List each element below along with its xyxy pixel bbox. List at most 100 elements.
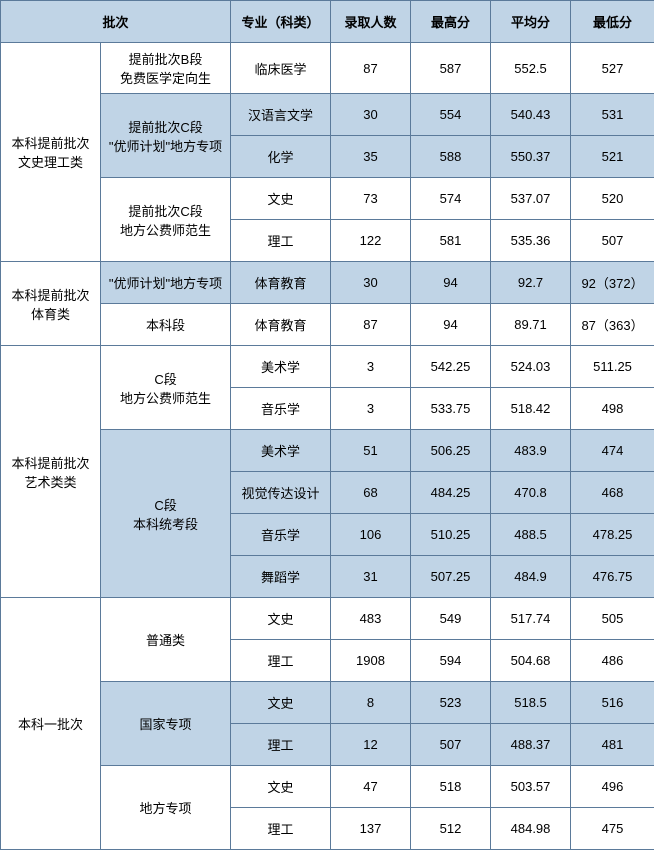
subgroup-cell: 普通类 (101, 598, 231, 682)
group-cell: 本科提前批次文史理工类 (1, 43, 101, 262)
col-max: 最高分 (411, 1, 491, 43)
max-cell: 506.25 (411, 430, 491, 472)
major-cell: 理工 (231, 220, 331, 262)
admitted-cell: 30 (331, 262, 411, 304)
max-cell: 549 (411, 598, 491, 640)
admitted-cell: 1908 (331, 640, 411, 682)
major-cell: 视觉传达设计 (231, 472, 331, 514)
avg-cell: 524.03 (491, 346, 571, 388)
avg-cell: 518.42 (491, 388, 571, 430)
admitted-cell: 8 (331, 682, 411, 724)
avg-cell: 470.8 (491, 472, 571, 514)
max-cell: 542.25 (411, 346, 491, 388)
admitted-cell: 30 (331, 94, 411, 136)
avg-cell: 552.5 (491, 43, 571, 94)
avg-cell: 518.5 (491, 682, 571, 724)
max-cell: 518 (411, 766, 491, 808)
avg-cell: 483.9 (491, 430, 571, 472)
avg-cell: 550.37 (491, 136, 571, 178)
table-row: 本科提前批次体育类"优师计划"地方专项体育教育309492.792（372） (1, 262, 654, 304)
avg-cell: 537.07 (491, 178, 571, 220)
major-cell: 美术学 (231, 430, 331, 472)
subgroup-cell: "优师计划"地方专项 (101, 262, 231, 304)
avg-cell: 535.36 (491, 220, 571, 262)
min-cell: 496 (571, 766, 654, 808)
major-cell: 美术学 (231, 346, 331, 388)
avg-cell: 517.74 (491, 598, 571, 640)
major-cell: 化学 (231, 136, 331, 178)
min-cell: 476.75 (571, 556, 654, 598)
admitted-cell: 35 (331, 136, 411, 178)
admitted-cell: 31 (331, 556, 411, 598)
major-cell: 体育教育 (231, 262, 331, 304)
admitted-cell: 73 (331, 178, 411, 220)
avg-cell: 504.68 (491, 640, 571, 682)
admitted-cell: 87 (331, 304, 411, 346)
min-cell: 475 (571, 808, 654, 850)
admitted-cell: 87 (331, 43, 411, 94)
admitted-cell: 122 (331, 220, 411, 262)
min-cell: 511.25 (571, 346, 654, 388)
col-major: 专业（科类） (231, 1, 331, 43)
admitted-cell: 137 (331, 808, 411, 850)
max-cell: 581 (411, 220, 491, 262)
table-row: 本科提前批次文史理工类提前批次B段免费医学定向生临床医学87587552.552… (1, 43, 654, 94)
avg-cell: 503.57 (491, 766, 571, 808)
group-cell: 本科一批次 (1, 598, 101, 850)
max-cell: 533.75 (411, 388, 491, 430)
subgroup-cell: C段本科统考段 (101, 430, 231, 598)
min-cell: 507 (571, 220, 654, 262)
major-cell: 理工 (231, 808, 331, 850)
major-cell: 文史 (231, 598, 331, 640)
avg-cell: 488.37 (491, 724, 571, 766)
max-cell: 94 (411, 304, 491, 346)
table-header-row: 批次 专业（科类） 录取人数 最高分 平均分 最低分 (1, 1, 654, 43)
max-cell: 484.25 (411, 472, 491, 514)
min-cell: 474 (571, 430, 654, 472)
subgroup-cell: 国家专项 (101, 682, 231, 766)
major-cell: 理工 (231, 724, 331, 766)
min-cell: 531 (571, 94, 654, 136)
min-cell: 521 (571, 136, 654, 178)
admitted-cell: 3 (331, 388, 411, 430)
major-cell: 临床医学 (231, 43, 331, 94)
min-cell: 516 (571, 682, 654, 724)
subgroup-cell: 本科段 (101, 304, 231, 346)
avg-cell: 540.43 (491, 94, 571, 136)
subgroup-cell: 提前批次B段免费医学定向生 (101, 43, 231, 94)
table-row: 本科提前批次艺术类类C段地方公费师范生美术学3542.25524.03511.2… (1, 346, 654, 388)
min-cell: 498 (571, 388, 654, 430)
table-body: 本科提前批次文史理工类提前批次B段免费医学定向生临床医学87587552.552… (1, 43, 654, 850)
col-avg: 平均分 (491, 1, 571, 43)
max-cell: 507.25 (411, 556, 491, 598)
avg-cell: 488.5 (491, 514, 571, 556)
avg-cell: 92.7 (491, 262, 571, 304)
max-cell: 574 (411, 178, 491, 220)
table-row: 本科一批次普通类文史483549517.74505 (1, 598, 654, 640)
avg-cell: 89.71 (491, 304, 571, 346)
min-cell: 87（363） (571, 304, 654, 346)
max-cell: 94 (411, 262, 491, 304)
group-cell: 本科提前批次体育类 (1, 262, 101, 346)
subgroup-cell: C段地方公费师范生 (101, 346, 231, 430)
major-cell: 文史 (231, 682, 331, 724)
admitted-cell: 12 (331, 724, 411, 766)
min-cell: 505 (571, 598, 654, 640)
major-cell: 体育教育 (231, 304, 331, 346)
subgroup-cell: 提前批次C段地方公费师范生 (101, 178, 231, 262)
min-cell: 520 (571, 178, 654, 220)
major-cell: 音乐学 (231, 388, 331, 430)
major-cell: 文史 (231, 178, 331, 220)
min-cell: 478.25 (571, 514, 654, 556)
max-cell: 510.25 (411, 514, 491, 556)
max-cell: 587 (411, 43, 491, 94)
admitted-cell: 483 (331, 598, 411, 640)
col-admitted: 录取人数 (331, 1, 411, 43)
major-cell: 舞蹈学 (231, 556, 331, 598)
max-cell: 512 (411, 808, 491, 850)
max-cell: 594 (411, 640, 491, 682)
max-cell: 507 (411, 724, 491, 766)
admitted-cell: 68 (331, 472, 411, 514)
min-cell: 481 (571, 724, 654, 766)
major-cell: 文史 (231, 766, 331, 808)
